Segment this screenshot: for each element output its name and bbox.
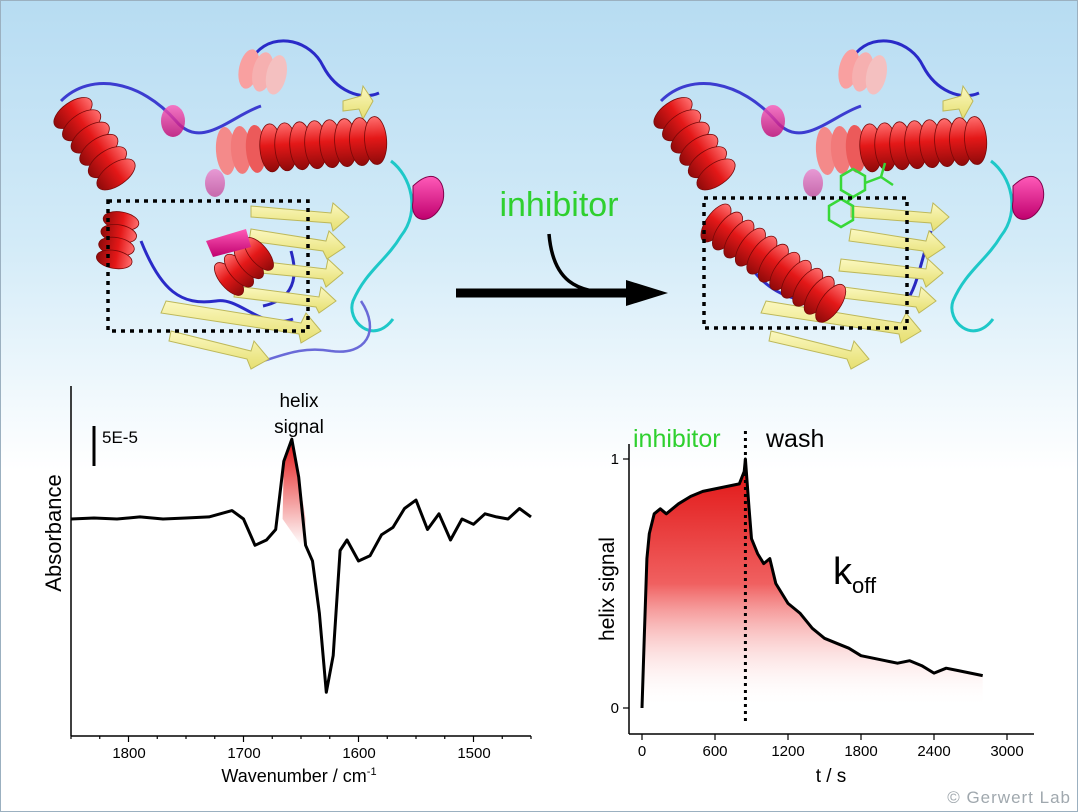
- alpha-helix: [206, 229, 251, 257]
- beta-strand: [342, 84, 374, 121]
- coil-loop: [950, 159, 1014, 333]
- x-tick-label: 3000: [990, 743, 1023, 760]
- tick-marks: [623, 458, 1008, 740]
- beta-strand: [248, 228, 346, 260]
- kinetics-fill: [642, 459, 983, 708]
- phase2-label: wash: [765, 425, 824, 453]
- x-tick-label: 1200: [771, 743, 804, 760]
- x-axis-label: Wavenumber / cm-1: [221, 766, 376, 786]
- coil-loop: [262, 300, 372, 363]
- beta-strand: [833, 285, 937, 314]
- beta-strand: [160, 300, 322, 344]
- alpha-helix: [215, 116, 388, 175]
- y-axis-label: Absorbance: [41, 474, 66, 591]
- x-tick-marks: [70, 736, 532, 742]
- alpha-helix: [412, 175, 445, 220]
- alpha-helix: [1012, 175, 1045, 220]
- helix-signal-kinetics: 0 600 1200 1800 2400 3000 0 1 t / s heli…: [596, 425, 1034, 787]
- phase1-label: inhibitor: [633, 425, 721, 453]
- highlight-box-before: [106, 199, 310, 333]
- beta-strand: [760, 300, 922, 344]
- coil-loop: [350, 159, 414, 333]
- x-tick-label: 600: [702, 743, 727, 760]
- alpha-helix: [761, 105, 785, 137]
- alpha-helix: [700, 203, 847, 323]
- peak-annotation-line1: helix: [279, 391, 319, 412]
- alpha-helix: [205, 169, 225, 197]
- y-tick-label: 0: [611, 700, 619, 717]
- beta-strand: [942, 84, 974, 121]
- beta-strand: [233, 285, 337, 314]
- beta-strand: [838, 258, 944, 288]
- kinetics-line: [640, 457, 984, 709]
- alpha-helix: [653, 97, 736, 191]
- x-axis-label: t / s: [816, 766, 847, 787]
- highlight-box-after: [702, 196, 909, 330]
- coil-loop: [854, 39, 980, 98]
- alpha-helix: [53, 97, 136, 191]
- alpha-helix: [838, 49, 888, 95]
- x-tick-label: 0: [638, 743, 646, 760]
- x-tick-label: 1800: [844, 743, 877, 760]
- x-tick-label: 1500: [457, 745, 490, 762]
- alpha-helix: [238, 49, 288, 95]
- x-tick-label: 1600: [342, 745, 375, 762]
- beta-strand: [850, 202, 950, 232]
- x-tick-labels: 0 600 1200 1800 2400 3000: [638, 743, 1024, 760]
- protein-structure-after: [653, 39, 1045, 370]
- arrow-label: inhibitor: [499, 186, 618, 224]
- scale-bar-label: 5E-5: [102, 428, 138, 447]
- x-tick-labels: 1800 1700 1600 1500: [112, 745, 490, 762]
- alpha-helix: [803, 169, 823, 197]
- beta-strand: [768, 330, 870, 370]
- peak-annotation-line2: signal: [274, 417, 324, 438]
- alpha-helix: [214, 237, 274, 296]
- reaction-arrow: [456, 233, 668, 306]
- coil-loop: [254, 39, 380, 98]
- beta-strand: [168, 330, 270, 370]
- y-axis-label: helix signal: [596, 537, 619, 641]
- spectrum-line: [70, 437, 532, 694]
- peak-fill: [282, 439, 306, 546]
- alpha-helix: [96, 211, 140, 270]
- watermark: © Gerwert Lab: [947, 788, 1071, 807]
- alpha-helix: [161, 105, 185, 137]
- beta-strand: [250, 202, 350, 232]
- alpha-helix: [815, 116, 988, 175]
- x-axis-label-superscript: -1: [367, 766, 377, 778]
- coil-loop: [262, 250, 296, 308]
- ir-difference-spectrum: 1800 1700 1600 1500 Wavenumber / cm-1 Ab…: [41, 386, 532, 786]
- protein-structure-before: [53, 39, 445, 370]
- x-tick-label: 2400: [917, 743, 950, 760]
- rate-constant-subscript: off: [852, 573, 877, 598]
- y-tick-label: 1: [611, 451, 619, 468]
- x-tick-label: 1800: [112, 745, 145, 762]
- rate-constant-label: koff: [833, 551, 877, 598]
- beta-strand: [848, 228, 946, 260]
- x-tick-label: 1700: [227, 745, 260, 762]
